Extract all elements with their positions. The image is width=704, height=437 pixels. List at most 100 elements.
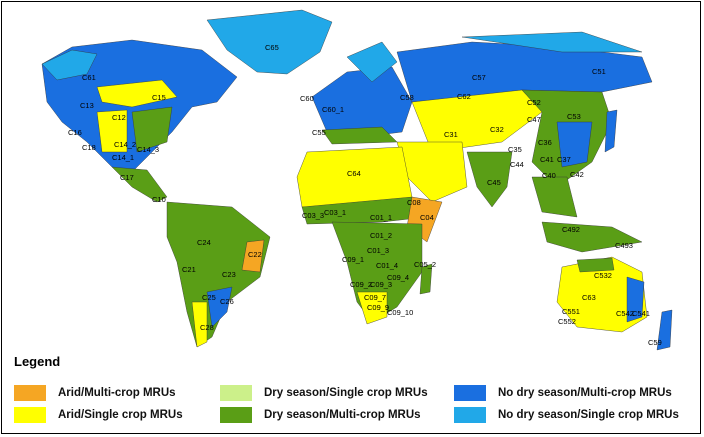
map-label: C09_9 [367,303,389,312]
map-label: C58 [400,93,414,102]
map-label: C36 [538,138,552,147]
legend-item-arid-single: Arid/Single crop MRUs [14,406,183,424]
map-label: C492 [562,225,580,234]
south-america-east-region [241,239,265,273]
map-label: C04 [420,213,434,222]
legend-label: No dry season/Multi-crop MRUs [498,387,672,399]
map-label: C03_3 [302,211,324,220]
map-label: C532 [594,271,612,280]
map-label: C09_10 [387,308,413,317]
map-label: C63 [582,293,596,302]
central-america-region [111,166,168,203]
map-label: C01_3 [367,246,389,255]
map-label: C57 [472,73,486,82]
australia-region [556,256,648,333]
canada-south-region [96,79,178,108]
map-label: C37 [557,155,571,164]
europe-region [311,66,413,138]
legend-swatch [454,407,486,423]
map-label: C42 [570,170,584,179]
scandinavia-region [346,41,398,83]
madagascar-region [419,263,433,295]
map-label: C541 [632,309,650,318]
legend: Legend Arid/Multi-crop MRUs Arid/Single … [14,354,694,432]
map-label: C23 [222,270,236,279]
map-label: C32 [490,125,504,134]
siberia-north-region [461,31,643,53]
map-label: C22 [248,250,262,259]
map-label: C45 [487,178,501,187]
map-label: C35 [508,145,522,154]
map-label: C55 [312,128,326,137]
legend-label: Arid/Single crop MRUs [58,409,183,421]
map-label: C09_1 [342,255,364,264]
north-america-region [41,39,238,173]
map-label: C08 [407,198,421,207]
map-label: C17 [120,173,134,182]
map-label: C552 [558,317,576,326]
map-label: C51 [592,67,606,76]
map-label: C14_3 [137,145,159,154]
map-label: C09_3 [370,280,392,289]
legend-swatch [14,385,46,401]
legend-swatch [220,407,252,423]
legend-label: Dry season/Multi-crop MRUs [264,409,421,421]
india-region [466,151,513,208]
greenland-region [206,9,333,75]
map-label: C31 [444,130,458,139]
map-label: C14_2 [114,140,136,149]
map-label: C53 [567,112,581,121]
map-label: C41 [540,155,554,164]
legend-swatch [454,385,486,401]
legend-swatch [220,385,252,401]
map-label: C60 [300,94,314,103]
map-label: C09_4 [387,273,409,282]
map-label: C28 [200,323,214,332]
map-label: C10 [152,195,166,204]
map-label: C12 [112,113,126,122]
australia-north-region [576,257,615,273]
map-label: C14_1 [112,153,134,162]
africa-sahel-region [301,196,428,225]
map-label: C551 [562,307,580,316]
map-label: C40 [542,171,556,180]
region-labels: C65 C61 C15 C13 C12 C16 C18 C14_2 C14_3 … [68,43,662,347]
japan-region [604,109,618,153]
map-label: C01_1 [370,213,392,222]
indonesia-region [541,221,643,253]
map-label: C52 [527,98,541,107]
legend-label: No dry season/Single crop MRUs [498,409,679,421]
map-label: C59 [648,338,662,347]
map-label: C44 [510,160,524,169]
map-label: C25 [202,293,216,302]
map-label: C01_2 [370,231,392,240]
map-label: C60_1 [322,105,344,114]
map-label: C03_1 [324,208,346,217]
legend-label: Dry season/Single crop MRUs [264,387,428,399]
australia-east-region [626,276,645,323]
map-label: C05_2 [414,260,436,269]
map-label: C47 [527,115,541,124]
africa-south-region [356,291,388,325]
map-label: C26 [220,297,234,306]
usa-west-region [96,109,128,153]
world-map: C65 C61 C15 C13 C12 C16 C18 C14_2 C14_3 … [41,9,673,351]
legend-title: Legend [14,354,61,369]
map-label: C65 [265,43,279,52]
map-label: C18 [82,143,96,152]
map-label: C16 [68,128,82,137]
map-label: C01_4 [376,261,398,270]
alaska-region [41,49,98,81]
map-label: C64 [347,169,361,178]
legend-item-nodry-multi: No dry season/Multi-crop MRUs [454,384,672,402]
legend-item-dry-multi: Dry season/Multi-crop MRUs [220,406,421,424]
map-label: C61 [82,73,96,82]
patagonia-region [191,301,208,348]
map-label: C24 [197,238,211,247]
legend-item-arid-multi: Arid/Multi-crop MRUs [14,384,176,402]
map-label: C493 [615,241,633,250]
southeast-asia-region [531,176,578,218]
china-east-region [556,121,593,168]
map-label: C15 [152,93,166,102]
new-zealand-region [656,309,673,351]
